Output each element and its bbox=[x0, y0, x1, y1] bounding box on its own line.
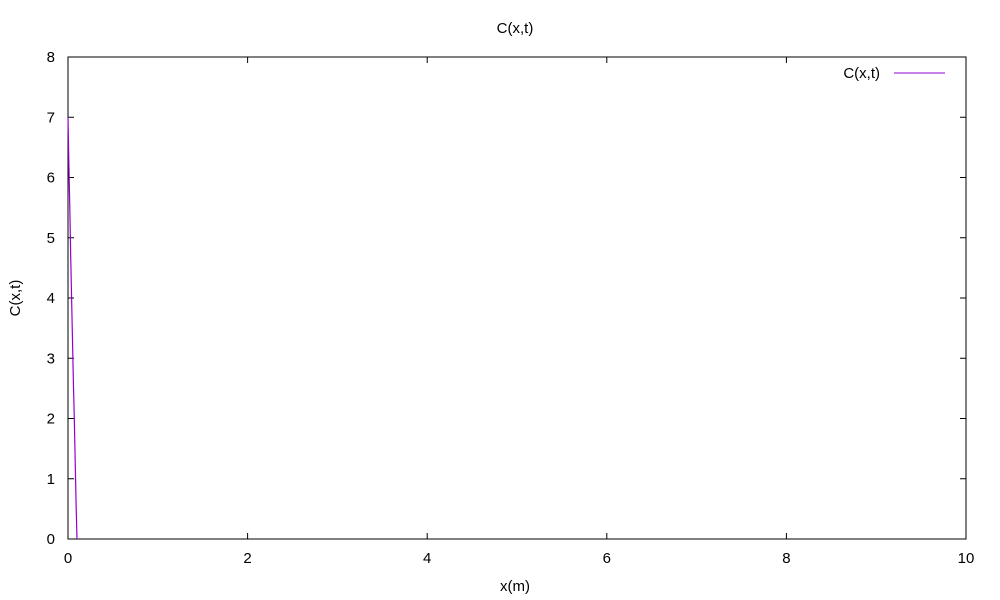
y-tick-label: 1 bbox=[47, 471, 55, 488]
y-axis-ticks: 0 1 2 3 4 5 6 7 8 bbox=[47, 49, 966, 548]
y-tick-label: 5 bbox=[47, 230, 55, 247]
x-tick-label: 0 bbox=[64, 550, 72, 567]
y-axis-label: C(x,t) bbox=[7, 280, 24, 317]
x-tick-label: 10 bbox=[958, 550, 975, 567]
legend-label: C(x,t) bbox=[843, 65, 880, 82]
x-tick-label: 4 bbox=[423, 550, 431, 567]
x-axis-label: x(m) bbox=[500, 578, 530, 595]
y-tick-label: 3 bbox=[47, 350, 55, 367]
plot-frame bbox=[67, 56, 967, 540]
y-tick-label: 6 bbox=[47, 170, 55, 187]
series-line bbox=[67, 117, 78, 540]
y-tick-label: 4 bbox=[47, 290, 55, 307]
x-tick-label: 8 bbox=[782, 550, 790, 567]
y-tick-label: 7 bbox=[47, 109, 55, 126]
chart-title: C(x,t) bbox=[497, 20, 534, 37]
x-tick-label: 6 bbox=[603, 550, 611, 567]
y-tick-label: 8 bbox=[47, 49, 55, 66]
y-tick-label: 0 bbox=[47, 531, 55, 548]
y-tick-label: 2 bbox=[47, 411, 55, 428]
x-axis-ticks: 0 2 4 6 8 10 bbox=[64, 57, 975, 567]
series-layer bbox=[67, 117, 78, 540]
x-tick-label: 2 bbox=[243, 550, 251, 567]
legend: C(x,t) bbox=[843, 65, 945, 82]
